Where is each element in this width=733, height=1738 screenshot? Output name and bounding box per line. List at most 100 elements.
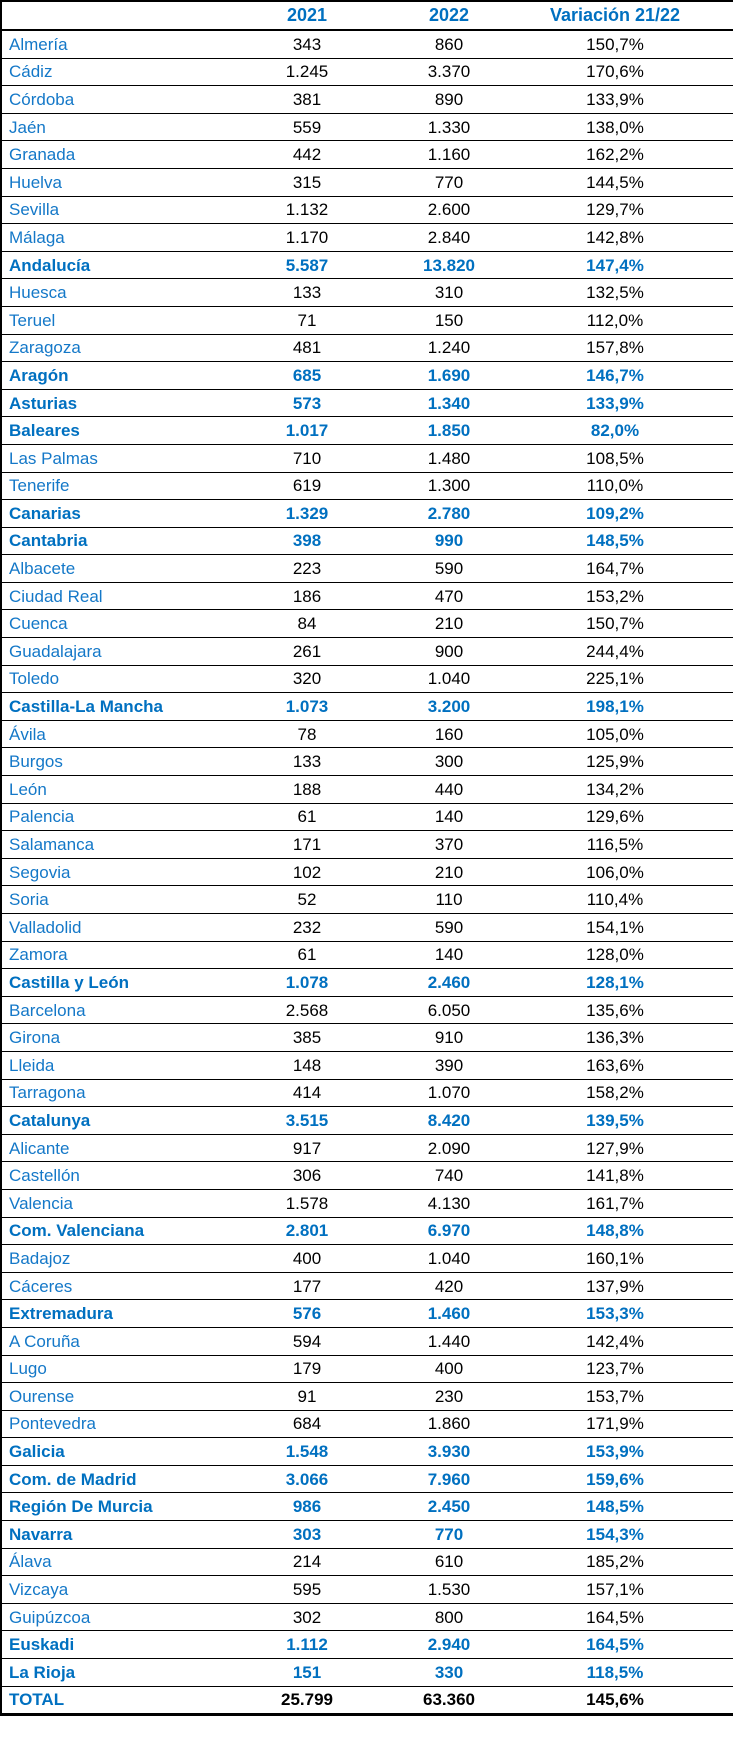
- row-variation-cell[interactable]: 118,5%: [497, 1658, 733, 1687]
- row-2021-cell[interactable]: 133: [213, 278, 401, 307]
- row-name-cell[interactable]: Castilla y León: [1, 968, 213, 997]
- row-variation-cell[interactable]: 150,7%: [497, 30, 733, 59]
- row-2021-cell[interactable]: 177: [213, 1272, 401, 1301]
- row-variation-cell[interactable]: 198,1%: [497, 692, 733, 721]
- row-variation-cell[interactable]: 108,5%: [497, 444, 733, 473]
- row-variation-cell[interactable]: 153,7%: [497, 1382, 733, 1411]
- row-variation-cell[interactable]: 123,7%: [497, 1355, 733, 1384]
- row-2022-cell[interactable]: 230: [401, 1382, 497, 1411]
- row-2021-cell[interactable]: 2.801: [213, 1217, 401, 1246]
- row-variation-cell[interactable]: 144,5%: [497, 168, 733, 197]
- row-name-cell[interactable]: Canarias: [1, 499, 213, 528]
- row-variation-cell[interactable]: 225,1%: [497, 665, 733, 694]
- row-variation-cell[interactable]: 128,1%: [497, 968, 733, 997]
- row-2022-cell[interactable]: 470: [401, 582, 497, 611]
- header-cell-blank[interactable]: [1, 1, 213, 31]
- row-2021-cell[interactable]: 171: [213, 830, 401, 859]
- row-2022-cell[interactable]: 420: [401, 1272, 497, 1301]
- row-name-cell[interactable]: Zamora: [1, 941, 213, 970]
- row-name-cell[interactable]: Albacete: [1, 554, 213, 583]
- row-2022-cell[interactable]: 890: [401, 85, 497, 114]
- row-2022-cell[interactable]: 1.860: [401, 1410, 497, 1439]
- row-2021-cell[interactable]: 710: [213, 444, 401, 473]
- row-2022-cell[interactable]: 860: [401, 30, 497, 59]
- row-variation-cell[interactable]: 138,0%: [497, 113, 733, 142]
- row-2021-cell[interactable]: 559: [213, 113, 401, 142]
- row-variation-cell[interactable]: 162,2%: [497, 140, 733, 169]
- row-2022-cell[interactable]: 990: [401, 527, 497, 556]
- row-2022-cell[interactable]: 3.370: [401, 58, 497, 87]
- row-2022-cell[interactable]: 310: [401, 278, 497, 307]
- row-2021-cell[interactable]: 1.329: [213, 499, 401, 528]
- row-2022-cell[interactable]: 610: [401, 1548, 497, 1577]
- row-2021-cell[interactable]: 84: [213, 609, 401, 639]
- row-2021-cell[interactable]: 5.587: [213, 251, 401, 280]
- row-2021-cell[interactable]: 917: [213, 1134, 401, 1163]
- row-2022-cell[interactable]: 1.690: [401, 361, 497, 390]
- row-variation-cell[interactable]: 141,8%: [497, 1161, 733, 1190]
- row-name-cell[interactable]: Barcelona: [1, 996, 213, 1025]
- row-variation-cell[interactable]: 112,0%: [497, 306, 733, 335]
- row-2021-cell[interactable]: 481: [213, 334, 401, 363]
- row-2022-cell[interactable]: 8.420: [401, 1106, 497, 1135]
- row-name-cell[interactable]: Cáceres: [1, 1272, 213, 1301]
- header-cell-variation[interactable]: Variación 21/22: [497, 1, 733, 31]
- row-variation-cell[interactable]: 134,2%: [497, 775, 733, 804]
- row-2021-cell[interactable]: 302: [213, 1603, 401, 1632]
- row-variation-cell[interactable]: 148,8%: [497, 1217, 733, 1246]
- row-2022-cell[interactable]: 1.040: [401, 665, 497, 694]
- row-name-cell[interactable]: Navarra: [1, 1520, 213, 1549]
- row-2021-cell[interactable]: 148: [213, 1051, 401, 1080]
- row-2022-cell[interactable]: 2.780: [401, 499, 497, 528]
- row-variation-cell[interactable]: 157,1%: [497, 1575, 733, 1604]
- row-name-cell[interactable]: Valladolid: [1, 913, 213, 942]
- row-2021-cell[interactable]: 1.112: [213, 1630, 401, 1660]
- row-2022-cell[interactable]: 160: [401, 720, 497, 749]
- row-name-cell[interactable]: Asturias: [1, 389, 213, 418]
- row-2022-cell[interactable]: 770: [401, 1520, 497, 1549]
- row-2022-cell[interactable]: 400: [401, 1355, 497, 1384]
- row-name-cell[interactable]: Tenerife: [1, 472, 213, 501]
- row-2021-cell[interactable]: 188: [213, 775, 401, 804]
- row-name-cell[interactable]: Vizcaya: [1, 1575, 213, 1604]
- row-2022-cell[interactable]: 6.050: [401, 996, 497, 1025]
- row-variation-cell[interactable]: 148,5%: [497, 1492, 733, 1522]
- row-variation-cell[interactable]: 129,6%: [497, 803, 733, 832]
- row-2022-cell[interactable]: 1.530: [401, 1575, 497, 1604]
- row-2022-cell[interactable]: 150: [401, 306, 497, 335]
- row-variation-cell[interactable]: 163,6%: [497, 1051, 733, 1080]
- header-cell-2021[interactable]: 2021: [213, 1, 401, 31]
- row-2022-cell[interactable]: 1.070: [401, 1079, 497, 1108]
- row-variation-cell[interactable]: 137,9%: [497, 1272, 733, 1301]
- row-2022-cell[interactable]: 1.040: [401, 1244, 497, 1273]
- row-2021-cell[interactable]: 2.568: [213, 996, 401, 1025]
- row-name-cell[interactable]: Segovia: [1, 858, 213, 887]
- row-name-cell[interactable]: Aragón: [1, 361, 213, 390]
- row-name-cell[interactable]: Pontevedra: [1, 1410, 213, 1439]
- row-variation-cell[interactable]: 170,6%: [497, 58, 733, 87]
- row-2021-cell[interactable]: 1.017: [213, 416, 401, 445]
- row-2022-cell[interactable]: 110: [401, 885, 497, 914]
- row-variation-cell[interactable]: 158,2%: [497, 1079, 733, 1108]
- row-2022-cell[interactable]: 1.300: [401, 472, 497, 501]
- row-name-cell[interactable]: Extremadura: [1, 1299, 213, 1328]
- row-2021-cell[interactable]: 619: [213, 472, 401, 501]
- row-2022-cell[interactable]: 3.930: [401, 1437, 497, 1466]
- row-name-cell[interactable]: Lleida: [1, 1051, 213, 1080]
- row-name-cell[interactable]: Granada: [1, 140, 213, 169]
- row-2021-cell[interactable]: 576: [213, 1299, 401, 1328]
- row-2021-cell[interactable]: 1.548: [213, 1437, 401, 1466]
- row-2021-cell[interactable]: 78: [213, 720, 401, 749]
- row-name-cell[interactable]: Baleares: [1, 416, 213, 445]
- row-2022-cell[interactable]: 2.840: [401, 223, 497, 252]
- row-variation-cell[interactable]: 142,8%: [497, 223, 733, 252]
- row-name-cell[interactable]: Palencia: [1, 803, 213, 832]
- row-name-cell[interactable]: Córdoba: [1, 85, 213, 114]
- row-2022-cell[interactable]: 390: [401, 1051, 497, 1080]
- row-name-cell[interactable]: Zaragoza: [1, 334, 213, 363]
- row-2021-cell[interactable]: 102: [213, 858, 401, 887]
- row-2021-cell[interactable]: 3.066: [213, 1465, 401, 1494]
- row-variation-cell[interactable]: 110,4%: [497, 885, 733, 914]
- row-variation-cell[interactable]: 116,5%: [497, 830, 733, 859]
- row-2022-cell[interactable]: 770: [401, 168, 497, 197]
